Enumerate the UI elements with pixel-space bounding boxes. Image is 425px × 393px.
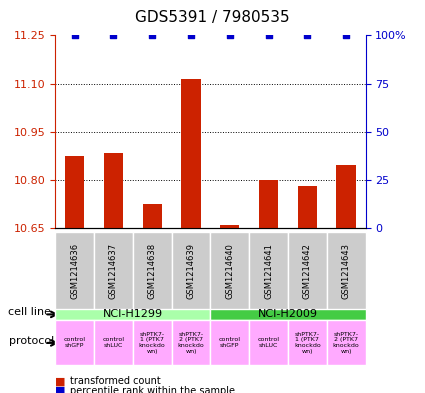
Text: GSM1214636: GSM1214636 [70,243,79,299]
Text: NCI-H1299: NCI-H1299 [103,309,163,320]
Bar [181,79,201,228]
Text: protocol: protocol [8,336,54,346]
Point [71,32,78,39]
Text: GSM1214637: GSM1214637 [109,243,118,299]
Text: GDS5391 / 7980535: GDS5391 / 7980535 [135,10,290,25]
Bar [104,152,123,228]
Bar [142,204,162,228]
Text: control
shGFP: control shGFP [219,338,241,348]
Bar [220,225,239,228]
Text: GSM1214641: GSM1214641 [264,243,273,299]
Text: control
shLUC: control shLUC [102,338,125,348]
Text: shPTK7-
2 (PTK7
knockdo
wn): shPTK7- 2 (PTK7 knockdo wn) [178,332,204,354]
Text: ■: ■ [55,376,66,386]
Point [110,32,117,39]
Text: GSM1214638: GSM1214638 [148,243,157,299]
Text: shPTK7-
1 (PTK7
knockdo
wn): shPTK7- 1 (PTK7 knockdo wn) [139,332,166,354]
Bar [65,156,84,228]
Text: control
shGFP: control shGFP [64,338,86,348]
Text: GSM1214640: GSM1214640 [225,243,234,299]
Point [227,32,233,39]
Text: GSM1214642: GSM1214642 [303,243,312,299]
Text: shPTK7-
1 (PTK7
knockdo
wn): shPTK7- 1 (PTK7 knockdo wn) [294,332,321,354]
Text: cell line: cell line [8,307,51,318]
Point [304,32,311,39]
Text: NCI-H2009: NCI-H2009 [258,309,318,320]
Bar [337,165,356,228]
Point [187,32,194,39]
Text: transformed count: transformed count [70,376,161,386]
Text: GSM1214639: GSM1214639 [187,243,196,299]
Text: ■: ■ [55,386,66,393]
Bar [259,180,278,228]
Text: shPTK7-
2 (PTK7
knockdo
wn): shPTK7- 2 (PTK7 knockdo wn) [333,332,360,354]
Point [343,32,349,39]
Point [265,32,272,39]
Text: percentile rank within the sample: percentile rank within the sample [70,386,235,393]
Text: control
shLUC: control shLUC [258,338,280,348]
Text: GSM1214643: GSM1214643 [342,243,351,299]
Bar [298,185,317,228]
Point [149,32,156,39]
